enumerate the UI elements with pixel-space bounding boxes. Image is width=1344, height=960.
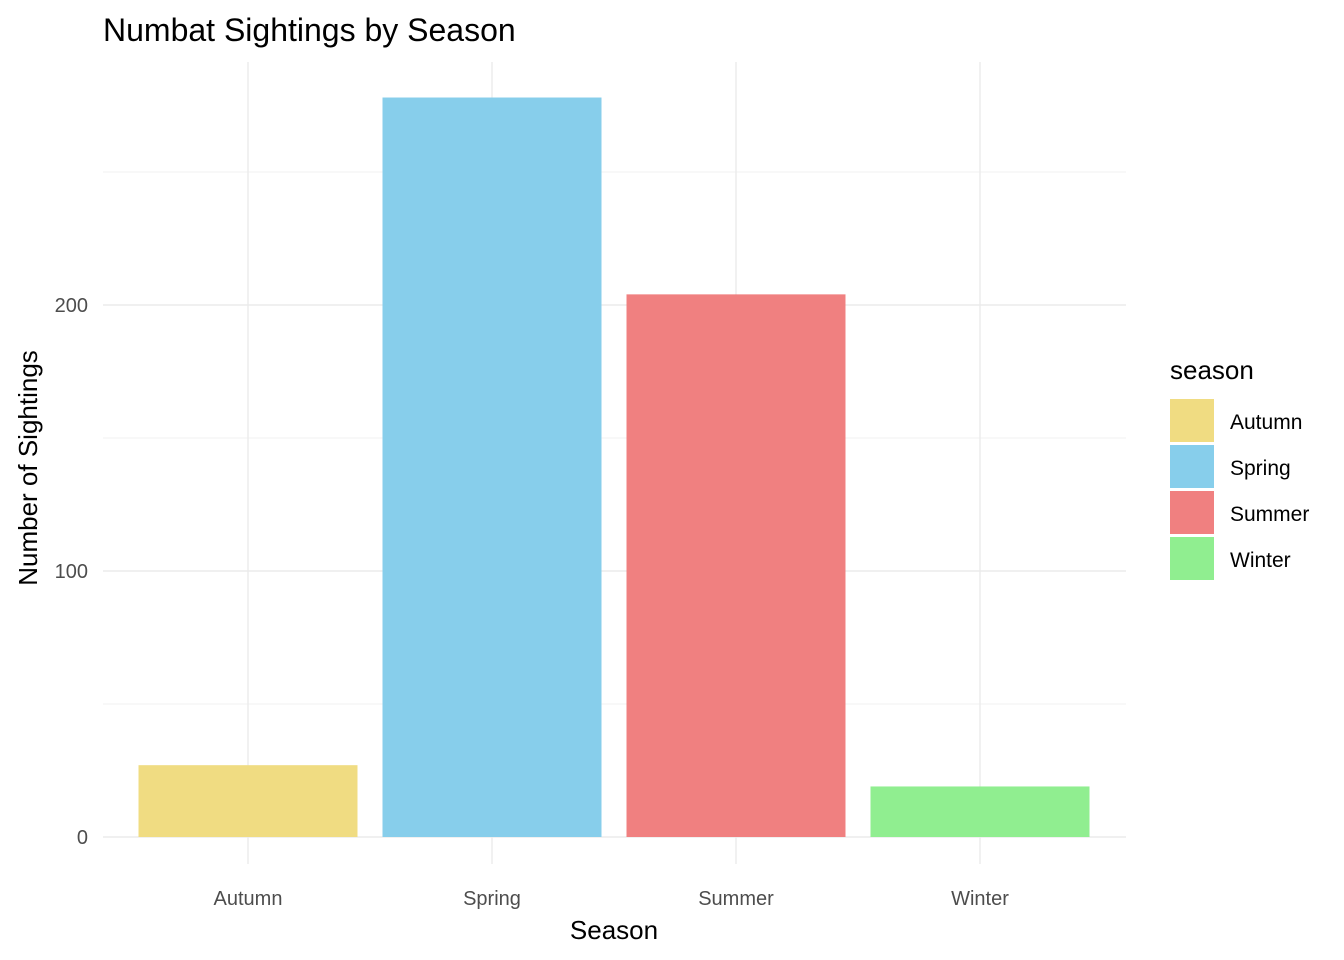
legend-label: Winter: [1230, 549, 1291, 572]
legend: season Autumn Spring Summer Winter: [1170, 355, 1309, 580]
legend-label: Summer: [1230, 503, 1309, 526]
major-gridlines: [103, 62, 1126, 864]
legend-key-summer: [1170, 491, 1214, 534]
legend-label: Autumn: [1230, 411, 1302, 434]
minor-gridlines: [103, 171, 1126, 705]
x-axis-title: Season: [570, 915, 658, 945]
bar-winter: [870, 786, 1090, 837]
chart-title: Numbat Sightings by Season: [103, 12, 516, 48]
y-axis-title: Number of Sightings: [13, 350, 43, 586]
bar-summer: [626, 294, 846, 837]
legend-key-spring: [1170, 445, 1214, 488]
y-axis-tick-labels: 0 100 200: [55, 295, 88, 849]
x-tick-label: Summer: [698, 888, 774, 910]
x-tick-label: Winter: [951, 888, 1009, 910]
legend-key-autumn: [1170, 399, 1214, 442]
y-tick-label: 100: [55, 561, 88, 583]
y-tick-label: 0: [77, 827, 88, 849]
bar-spring: [382, 97, 602, 837]
x-tick-label: Autumn: [214, 888, 283, 910]
legend-title: season: [1170, 355, 1254, 385]
y-tick-label: 200: [55, 295, 88, 317]
bars: [138, 97, 1090, 837]
legend-key-winter: [1170, 537, 1214, 580]
legend-label: Spring: [1230, 457, 1291, 480]
legend-items: Autumn Spring Summer Winter: [1170, 399, 1309, 580]
x-tick-label: Spring: [463, 888, 521, 910]
x-axis-tick-labels: Autumn Spring Summer Winter: [214, 888, 1010, 910]
bar-autumn: [138, 765, 358, 837]
